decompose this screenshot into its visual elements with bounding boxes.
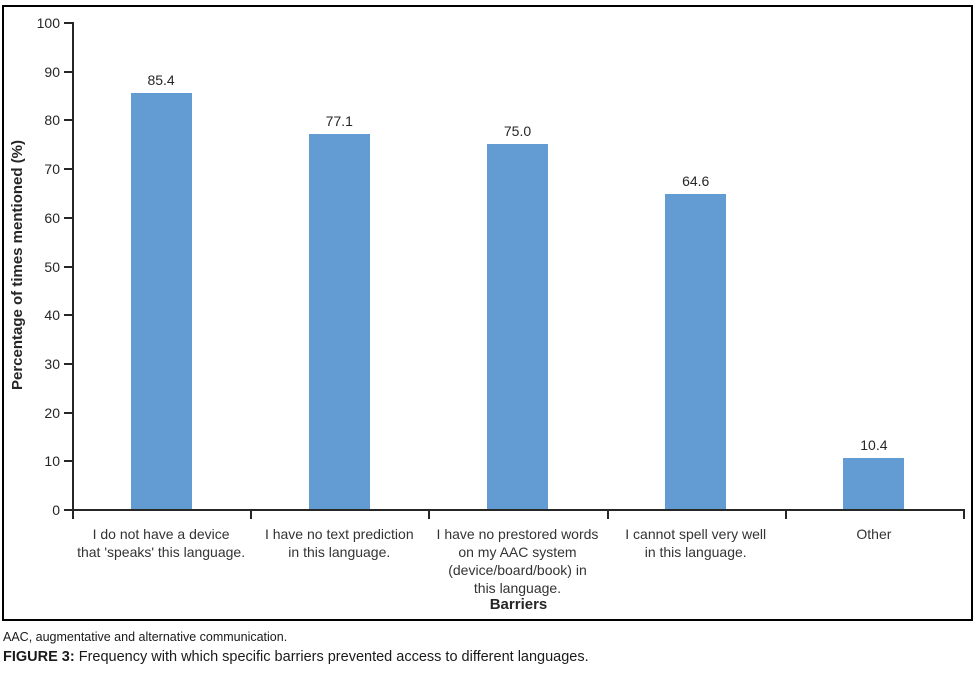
- y-tick: [64, 70, 72, 73]
- y-tick-label: 80: [44, 112, 60, 129]
- y-axis-title: Percentage of times mentioned (%): [9, 139, 26, 391]
- category-label: I do not have a device that 'speaks' thi…: [77, 526, 246, 560]
- bar: [843, 458, 905, 509]
- category-label: I cannot spell very well in this languag…: [625, 526, 767, 560]
- bar-value-label: 10.4: [860, 437, 888, 454]
- bar: [308, 133, 370, 509]
- y-tick-label: 70: [44, 161, 60, 178]
- figure-caption-label: FIGURE 3:: [3, 649, 75, 665]
- y-tick-label: 40: [44, 307, 60, 324]
- y-axis-line: [72, 22, 74, 511]
- category-label: Other: [856, 526, 892, 542]
- bar-value-label: 85.4: [147, 72, 175, 89]
- y-tick-label: 50: [44, 258, 60, 275]
- x-tick: [250, 511, 253, 519]
- y-tick-label: 60: [44, 209, 60, 226]
- x-axis-title: Barriers: [489, 596, 548, 613]
- bar-value-label: 75.0: [503, 122, 532, 139]
- x-tick: [963, 511, 965, 519]
- y-tick: [64, 265, 72, 268]
- y-tick: [64, 22, 72, 24]
- bar: [487, 143, 548, 509]
- x-axis-line: [72, 509, 965, 511]
- x-tick: [606, 511, 609, 519]
- y-tick-label: 20: [44, 404, 60, 421]
- y-tick: [64, 362, 72, 365]
- x-tick: [784, 511, 787, 519]
- x-tick: [428, 511, 431, 519]
- y-tick: [64, 411, 72, 414]
- figure-frame: 0 10 20 30 40 50 60 70 80 90 100 85.4 I do not have …: [2, 5, 973, 621]
- category-label: I have no prestored words on my AAC syst…: [436, 526, 599, 596]
- category-label: I have no text prediction in this langua…: [264, 526, 414, 560]
- y-tick: [64, 509, 72, 511]
- y-tick: [64, 216, 72, 219]
- x-tick: [72, 511, 74, 519]
- bar-value-label: 64.6: [682, 173, 710, 190]
- y-tick: [64, 119, 72, 122]
- bar: [130, 93, 192, 509]
- y-tick-label: 30: [44, 355, 60, 372]
- y-tick: [64, 314, 72, 317]
- figure-caption-text: Frequency with which specific barriers p…: [74, 649, 589, 665]
- bar: [665, 194, 727, 509]
- bar-value-label: 77.1: [325, 112, 353, 129]
- y-tick-label: 0: [52, 502, 60, 518]
- y-tick-label: 100: [36, 15, 60, 31]
- y-tick: [64, 168, 72, 171]
- y-tick: [64, 460, 72, 463]
- figure-caption: FIGURE 3: Frequency with which specific …: [3, 649, 589, 665]
- y-tick-label: 90: [44, 63, 60, 80]
- figure-footnote: AAC, augmentative and alternative commun…: [3, 630, 288, 644]
- y-tick-label: 10: [44, 453, 60, 470]
